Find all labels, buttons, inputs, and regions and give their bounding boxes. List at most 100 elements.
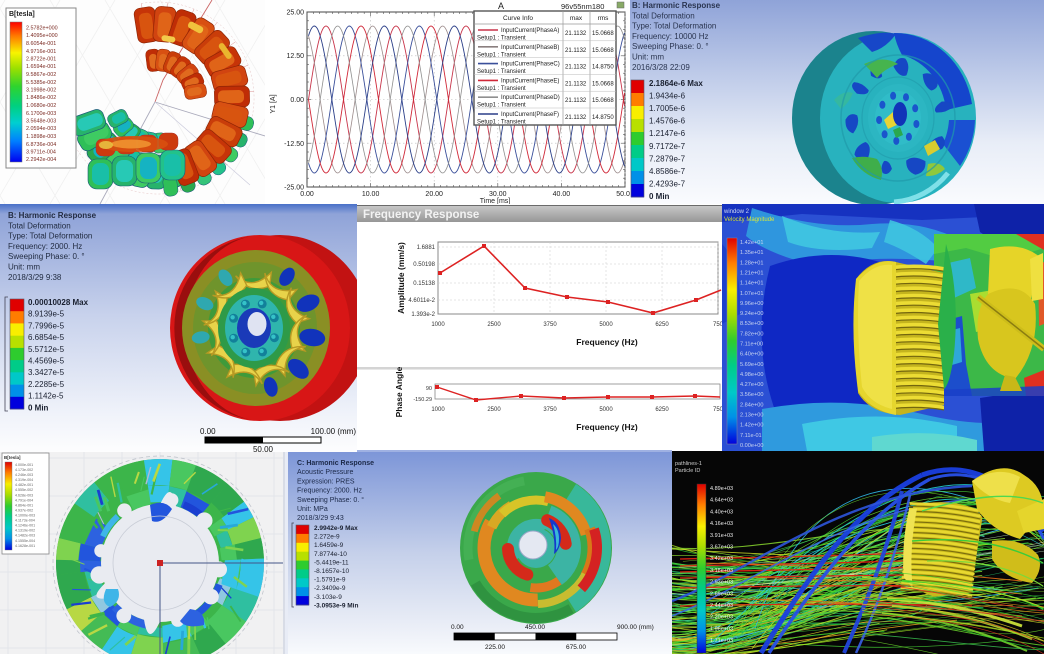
svg-text:4.555e-002: 4.555e-002	[15, 488, 33, 492]
svg-text:90: 90	[426, 386, 432, 392]
svg-text:1.8486e-002: 1.8486e-002	[26, 95, 56, 101]
svg-text:0.50198: 0.50198	[413, 262, 435, 268]
svg-text:450.00: 450.00	[525, 624, 545, 631]
svg-text:2.93e+03: 2.93e+03	[710, 580, 733, 586]
svg-text:pathlines-1: pathlines-1	[675, 461, 702, 467]
svg-text:2.69e+03: 2.69e+03	[710, 591, 733, 597]
svg-text:1.14e+01: 1.14e+01	[740, 281, 764, 287]
svg-text:2500: 2500	[487, 407, 501, 413]
svg-text:40.00: 40.00	[553, 191, 571, 198]
svg-text:B: Harmonic Response: B: Harmonic Response	[632, 1, 721, 10]
svg-text:Type: Total Deformation: Type: Total Deformation	[632, 22, 716, 31]
svg-text:2.0594e-003: 2.0594e-003	[26, 126, 56, 132]
svg-text:15.0668: 15.0668	[592, 81, 614, 87]
svg-text:1.6594e-001: 1.6594e-001	[26, 64, 56, 70]
svg-text:Setup1 : Transient: Setup1 : Transient	[477, 36, 526, 42]
svg-text:A: A	[498, 1, 504, 11]
svg-text:2.5782e+000: 2.5782e+000	[26, 26, 58, 32]
svg-text:3.91e+03: 3.91e+03	[710, 533, 733, 539]
svg-text:4.40e+03: 4.40e+03	[710, 509, 733, 515]
svg-text:3.18e+03: 3.18e+03	[710, 568, 733, 574]
svg-text:4.937e-002: 4.937e-002	[15, 508, 33, 512]
svg-text:2016/3/28 22:09: 2016/3/28 22:09	[632, 63, 690, 72]
svg-text:4.64e+03: 4.64e+03	[710, 498, 733, 504]
svg-text:Amplitude (mm/s): Amplitude (mm/s)	[396, 242, 406, 314]
svg-text:Frequency (Hz): Frequency (Hz)	[576, 422, 638, 432]
svg-text:12.50: 12.50	[286, 53, 304, 60]
svg-text:4.1246e-001: 4.1246e-001	[15, 524, 35, 528]
svg-text:5.69e+00: 5.69e+00	[740, 362, 764, 368]
svg-text:50.00: 50.00	[253, 445, 274, 452]
svg-text:Unit: mm: Unit: mm	[8, 263, 40, 272]
svg-text:0.00: 0.00	[200, 427, 216, 436]
svg-text:15.0668: 15.0668	[592, 31, 614, 37]
svg-text:1.71e+03: 1.71e+03	[710, 638, 733, 644]
svg-text:21.1132: 21.1132	[565, 31, 587, 37]
svg-text:21.1132: 21.1132	[565, 81, 587, 87]
svg-text:2018/3/29 9:38: 2018/3/29 9:38	[8, 273, 62, 282]
svg-text:-5.4419e-11: -5.4419e-11	[314, 559, 349, 566]
svg-text:100.00 (mm): 100.00 (mm)	[311, 427, 357, 436]
svg-text:5.5712e-5: 5.5712e-5	[28, 345, 65, 354]
svg-text:4.791e-004: 4.791e-004	[15, 498, 33, 502]
svg-text:1.35e+01: 1.35e+01	[740, 250, 764, 256]
svg-text:4.1628e-001: 4.1628e-001	[15, 544, 35, 548]
svg-text:4.1000e-003: 4.1000e-003	[15, 514, 35, 518]
svg-text:3.1998e-002: 3.1998e-002	[26, 88, 56, 94]
svg-text:1.07e+01: 1.07e+01	[740, 291, 764, 297]
svg-text:2.272e-9: 2.272e-9	[314, 534, 340, 541]
svg-text:-12.50: -12.50	[284, 141, 304, 148]
svg-text:8.53e+00: 8.53e+00	[740, 321, 764, 327]
svg-text:675.00: 675.00	[566, 644, 586, 651]
svg-text:0.00e+00: 0.00e+00	[740, 443, 764, 449]
svg-text:5000: 5000	[599, 322, 613, 328]
svg-text:6250: 6250	[655, 322, 669, 328]
svg-text:Frequency (Hz): Frequency (Hz)	[576, 337, 638, 347]
svg-text:14.8750: 14.8750	[592, 115, 614, 121]
svg-text:3750: 3750	[543, 322, 557, 328]
svg-text:5000: 5000	[599, 407, 613, 413]
svg-text:1.42e+00: 1.42e+00	[740, 423, 764, 429]
svg-text:Velocity Magnitude: Velocity Magnitude	[724, 217, 775, 223]
svg-text:30.00: 30.00	[489, 191, 507, 198]
svg-text:Expression: PRES: Expression: PRES	[297, 478, 355, 485]
svg-text:InputCurrent(PhaseF): InputCurrent(PhaseF)	[501, 112, 559, 118]
svg-text:21.1132: 21.1132	[565, 65, 587, 71]
svg-text:-3.0953e-9 Min: -3.0953e-9 Min	[314, 602, 358, 609]
svg-text:-2.3409e-9: -2.3409e-9	[314, 585, 346, 592]
svg-text:0 Min: 0 Min	[649, 192, 670, 201]
svg-text:Phase Angle: Phase Angle	[394, 366, 404, 417]
svg-text:25.00: 25.00	[286, 10, 304, 17]
svg-text:21.1132: 21.1132	[565, 48, 587, 54]
svg-text:1.1898e-003: 1.1898e-003	[26, 134, 56, 140]
svg-text:15.0668: 15.0668	[592, 98, 614, 104]
svg-text:4.16e+03: 4.16e+03	[710, 521, 733, 527]
svg-text:4.4569e-5: 4.4569e-5	[28, 357, 65, 366]
svg-text:9.24e+00: 9.24e+00	[740, 311, 764, 317]
svg-text:-3.103e-9: -3.103e-9	[314, 594, 342, 601]
svg-text:3.5648e-003: 3.5648e-003	[26, 119, 56, 125]
svg-text:750: 750	[713, 322, 722, 328]
svg-text:InputCurrent(PhaseB): InputCurrent(PhaseB)	[501, 45, 559, 51]
svg-text:Frequency: 2000. Hz: Frequency: 2000. Hz	[8, 242, 82, 251]
svg-text:Unit: mm: Unit: mm	[632, 53, 664, 62]
svg-text:4.1173e-004: 4.1173e-004	[15, 519, 35, 523]
svg-text:4.1555e-004: 4.1555e-004	[15, 539, 35, 543]
svg-text:0.00: 0.00	[300, 191, 314, 198]
svg-text:21.1132: 21.1132	[565, 115, 587, 121]
svg-text:-150.29: -150.29	[413, 397, 432, 403]
svg-text:4.319e-004: 4.319e-004	[15, 478, 33, 482]
svg-text:8.9139e-5: 8.9139e-5	[28, 310, 65, 319]
svg-text:B[tesla]: B[tesla]	[4, 455, 21, 460]
svg-text:3.3427e-5: 3.3427e-5	[28, 368, 65, 377]
svg-text:Setup1 : Transient: Setup1 : Transient	[477, 52, 526, 58]
svg-text:4.89e+03: 4.89e+03	[710, 486, 733, 492]
svg-text:6.1700e-003: 6.1700e-003	[26, 111, 56, 117]
svg-text:Setup1 : Transient: Setup1 : Transient	[477, 120, 526, 126]
svg-text:-25.00: -25.00	[284, 185, 304, 192]
svg-text:0.00: 0.00	[451, 624, 464, 631]
svg-text:B: Harmonic Response: B: Harmonic Response	[8, 211, 97, 220]
svg-text:Total Deformation: Total Deformation	[8, 221, 71, 230]
svg-text:Sweeping Phase: 0. °: Sweeping Phase: 0. °	[8, 252, 85, 261]
svg-text:1.21e+01: 1.21e+01	[740, 271, 764, 277]
